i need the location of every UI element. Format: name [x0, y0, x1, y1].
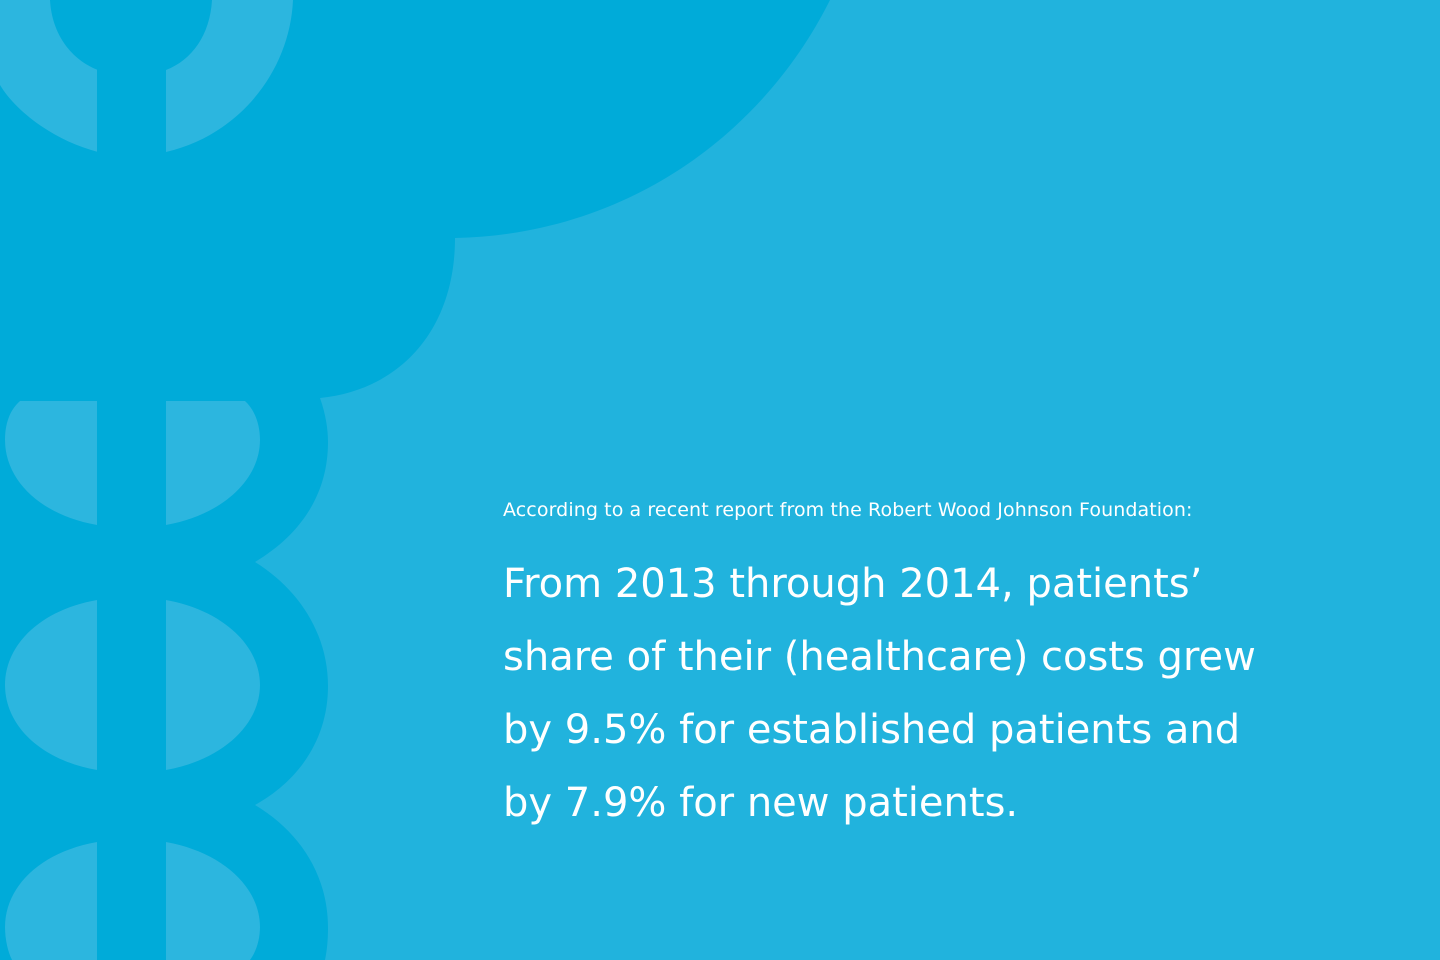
quote-line: From 2013 through 2014, patients’ — [503, 561, 1203, 607]
quote-line: by 7.9% for new patients. — [503, 780, 1019, 826]
quote-text: From 2013 through 2014, patients’ share … — [503, 548, 1403, 840]
intro-text: According to a recent report from the Ro… — [503, 499, 1193, 521]
quote-line: by 9.5% for established patients and — [503, 707, 1241, 753]
text-block: According to a recent report from the Ro… — [503, 496, 1403, 840]
quote-line: share of their (healthcare) costs grew — [503, 634, 1256, 680]
